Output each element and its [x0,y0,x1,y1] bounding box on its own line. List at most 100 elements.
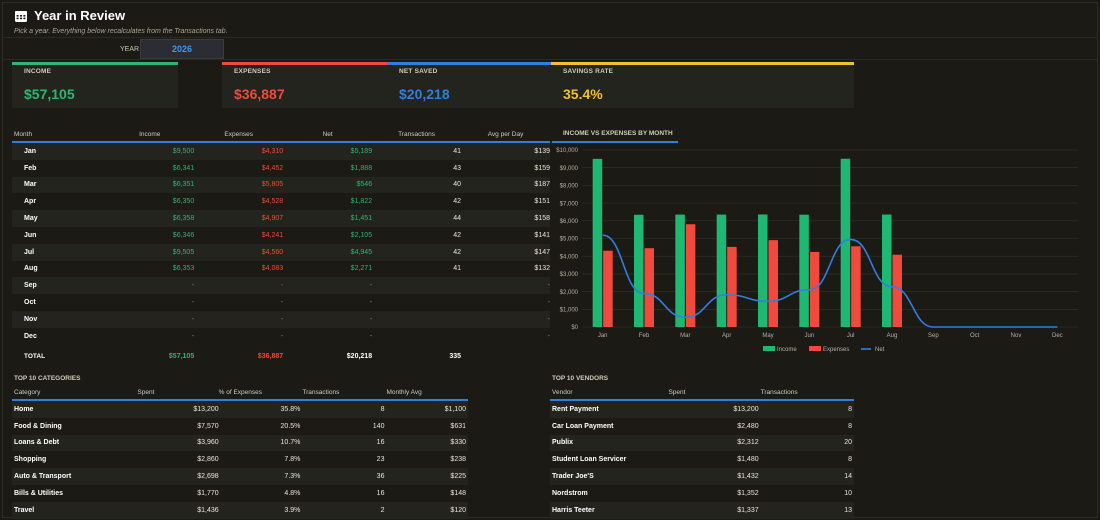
kpi-accent-bar [387,62,553,65]
table-row: Jan $9,500 $4,310 $5,189 41 $139 [12,142,550,160]
cell-vendor: Nordstrom [552,489,588,497]
cell-net: $2,105 [350,231,373,239]
cell-avg-per-day: - [547,332,550,340]
kpi-label: EXPENSES [234,68,271,75]
bar-income [675,214,685,327]
cell-transactions: 40 [453,181,462,189]
cell-transactions: 8 [380,405,385,413]
cell-expenses: $4,528 [261,198,284,206]
table-row: Trader Joe'S $1,432 14 [550,468,854,485]
cell-monthly-avg: $120 [450,506,466,514]
y-tick-label: $8,000 [560,184,579,190]
cell-month: Oct [24,299,36,307]
col-transactions: Transactions [302,388,340,396]
cell-avg-per-day: $187 [534,181,550,189]
cell-transactions: 23 [376,456,385,464]
kpi-net-saved: NET SAVED $20,218 [387,62,553,108]
cell-expenses: $4,241 [261,231,284,239]
cell-expenses: - [280,299,284,307]
legend-label-net: Net [875,347,885,353]
kpi-value: $20,218 [399,86,450,102]
cell-category: Travel [14,506,35,514]
bar-income [758,214,768,327]
divider [2,59,1098,60]
cell-expenses: $4,083 [261,265,284,273]
page-subtitle: Pick a year. Everything below recalculat… [14,28,228,35]
cell-total-net: $20,218 [346,353,373,361]
table-row: Car Loan Payment $2,480 8 [550,417,854,435]
bar-expenses [809,251,820,327]
cell-net: $1,888 [350,164,373,172]
y-tick-label: $3,000 [560,272,579,278]
cell-avg-per-day: $141 [534,231,550,239]
col-pct-expenses: % of Expenses [218,388,263,396]
cell-income: - [191,282,195,290]
cell-avg-per-day: $159 [534,164,550,172]
cell-category: Loans & Debt [14,439,60,447]
cell-vendor: Publix [552,439,574,447]
cell-transactions: 41 [453,265,462,273]
kpi-accent-bar [551,62,854,65]
cell-transactions: 2 [380,506,385,514]
cell-month: Dec [24,332,37,340]
x-tick-label: Aug [887,333,898,339]
table-row: Harris Teeter $1,337 13 [550,501,854,519]
y-tick-label: $7,000 [560,201,579,207]
cell-income: $6,351 [172,181,195,189]
cell-category: Home [14,405,34,413]
col-net: Net [322,130,333,138]
cell-transactions: 13 [844,506,852,514]
x-tick-label: Apr [722,333,731,339]
cell-month: Nov [24,315,38,323]
col-monthly-avg: Monthly Avg [386,388,422,396]
col-transactions: Transactions [760,388,798,396]
cell-category: Auto & Transport [14,473,72,481]
col-avg-per-day: Avg per Day [487,130,524,138]
y-tick-label: $2,000 [560,290,579,296]
kpi-savings-rate: SAVINGS RATE 35.4% [551,62,854,108]
y-tick-label: $0 [571,325,578,331]
cell-spent: $2,860 [197,456,219,464]
table-row: Jun $6,346 $4,241 $2,105 42 $141 [12,226,550,244]
cell-expenses: $4,907 [261,215,284,223]
cell-expenses: - [280,282,284,290]
col-transactions: Transactions [398,130,436,138]
cell-transactions [372,294,461,311]
y-tick-label: $6,000 [560,219,579,225]
bar-income [592,158,603,327]
cell-expenses: $4,310 [261,147,284,155]
cell-income: $6,341 [172,164,195,172]
table-row: Rent Payment $13,200 8 [550,400,854,418]
table-row: Sep - - - - [12,277,550,295]
cell-transactions: 16 [376,439,385,447]
table-row: Loans & Debt $3,960 10.7% 16 $330 [12,434,468,452]
cell-expenses: - [280,332,284,340]
x-tick-label: Jan [598,333,608,339]
divider [2,37,1098,38]
table-header: Month Income Expenses Net Transactions A… [12,127,550,142]
kpi-label: SAVINGS RATE [563,68,614,75]
col-expenses: Expenses [224,130,253,138]
chart-title-underline [552,141,678,143]
cell-transactions [372,328,461,345]
y-tick-label: $9,000 [560,166,579,172]
year-input[interactable]: 2026 [140,39,224,59]
legend-label-expenses: Expenses [823,347,849,353]
cell-income: $6,353 [172,265,195,273]
x-tick-label: Sep [928,333,939,339]
table-row: Food & Dining $7,570 20.5% 140 $631 [12,417,468,435]
cell-month: May [24,215,38,223]
x-tick-label: Oct [970,333,980,339]
line-net [602,234,1058,328]
table-row: Bills & Utilities $1,770 4.8% 16 $148 [12,484,468,502]
table-row: May $6,358 $4,907 $1,451 44 $158 [12,210,550,227]
x-tick-label: Jun [804,333,814,339]
legend-label-income: Income [777,347,797,353]
cell-spent: $7,570 [197,422,219,430]
table-row: Feb $6,341 $4,452 $1,888 43 $159 [12,159,550,177]
col-spent: Spent [137,388,155,396]
cell-pct: 35.8% [280,405,301,413]
cell-avg-per-day: $158 [534,215,550,223]
cell-month: Jun [24,231,37,239]
cell-avg-per-day: - [547,315,550,323]
